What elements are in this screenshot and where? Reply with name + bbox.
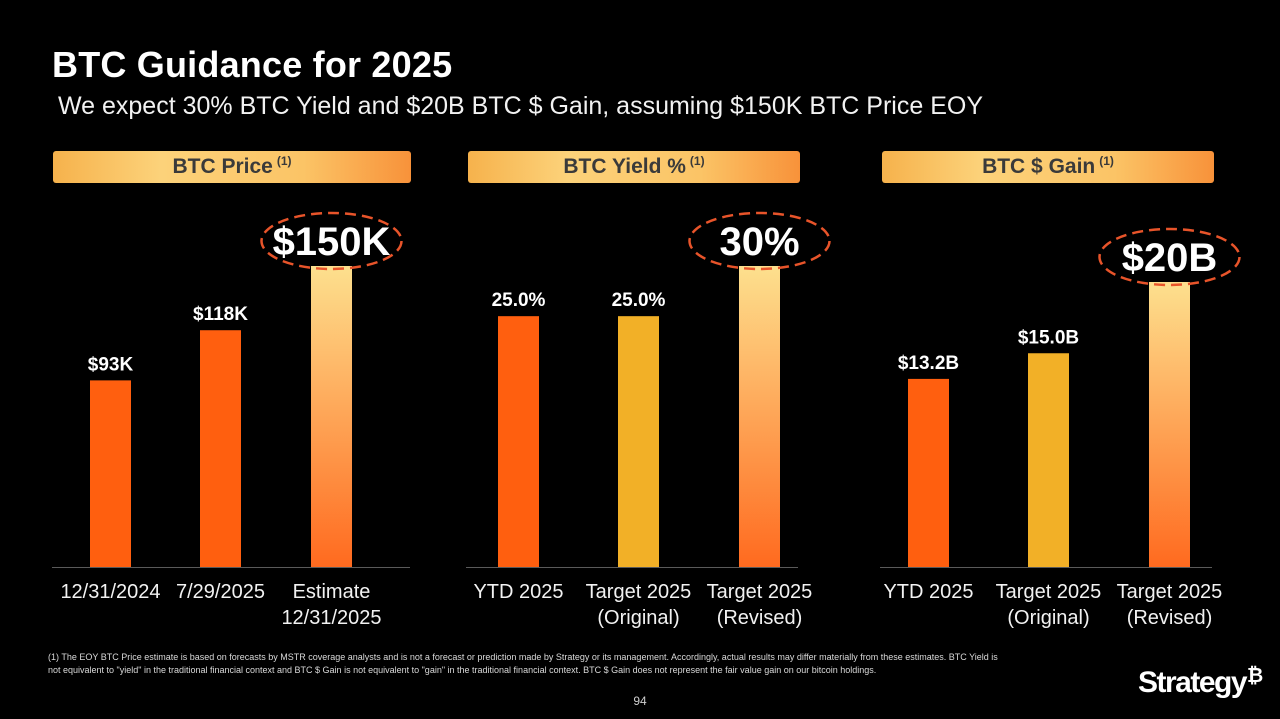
- category-label: 12/31/2024: [60, 581, 160, 603]
- bitcoin-mark-icon: ₿: [1247, 665, 1264, 687]
- header-label: BTC $ Gain: [982, 155, 1096, 178]
- data-label: $150K: [273, 220, 391, 264]
- footnote-line-1: (1) The EOY BTC Price estimate is based …: [48, 652, 998, 662]
- header-footnote-mark: (1): [689, 154, 705, 168]
- data-label: 30%: [719, 220, 799, 264]
- bar: [1028, 353, 1069, 567]
- page-number: 94: [633, 694, 647, 708]
- highlight-circle: [1098, 227, 1241, 287]
- bar: [618, 316, 659, 567]
- bar: [739, 266, 780, 567]
- category-label: Target 2025 (Revised): [1117, 581, 1223, 629]
- slide-title: BTC Guidance for 2025: [52, 44, 453, 85]
- data-label: 25.0%: [492, 290, 546, 311]
- bar: [1149, 282, 1190, 567]
- category-label: Target 2025 (Original): [996, 581, 1102, 629]
- data-label: $20B: [1122, 236, 1218, 280]
- header-label: BTC Price: [172, 155, 273, 178]
- bar: [498, 316, 539, 567]
- category-label: YTD 2025: [473, 581, 563, 603]
- slide-subtitle: We expect 30% BTC Yield and $20B BTC $ G…: [58, 92, 983, 120]
- header-btc-yield: BTC Yield % (1): [468, 151, 800, 183]
- bar: [90, 380, 131, 567]
- highlight-circle: [688, 211, 831, 271]
- data-label: $15.0B: [1018, 327, 1079, 348]
- bar: [200, 330, 241, 567]
- bar: [908, 378, 949, 567]
- footnote: (1) The EOY BTC Price estimate is based …: [48, 651, 1148, 677]
- data-label: 25.0%: [612, 290, 666, 311]
- category-label: Estimate 12/31/2025: [281, 581, 381, 629]
- header-btc-price: BTC Price (1): [53, 151, 411, 183]
- highlight-circle: [260, 211, 403, 271]
- header-footnote-mark: (1): [1099, 154, 1114, 168]
- data-label: $118K: [193, 304, 248, 325]
- category-label: Target 2025 (Original): [586, 581, 692, 629]
- strategy-logo: Strategy₿: [1138, 665, 1264, 700]
- category-label: 7/29/2025: [176, 581, 265, 603]
- data-label: $93K: [88, 354, 134, 375]
- data-label: $13.2B: [898, 353, 959, 374]
- category-label: Target 2025 (Revised): [707, 581, 813, 629]
- bar: [311, 266, 352, 567]
- logo-text: Strategy: [1138, 666, 1248, 699]
- header-footnote-mark: (1): [276, 154, 292, 168]
- category-label: YTD 2025: [883, 581, 973, 603]
- footnote-line-2: not equivalent to "yield" in the traditi…: [48, 665, 877, 675]
- header-label: BTC Yield %: [563, 155, 686, 178]
- header-btc-gain: BTC $ Gain (1): [882, 151, 1214, 183]
